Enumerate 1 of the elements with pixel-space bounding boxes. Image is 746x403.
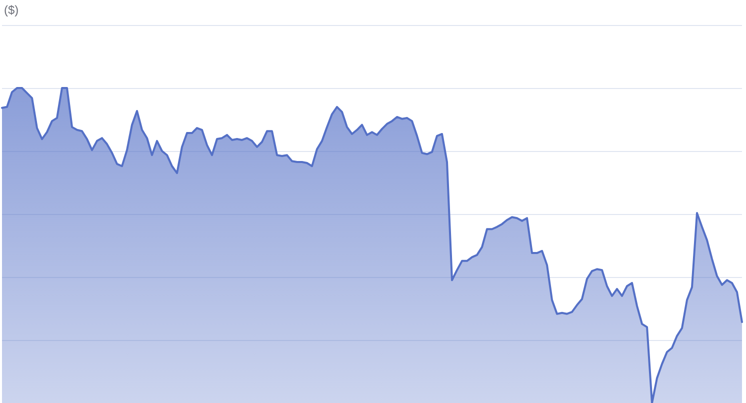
text: ($) (4, 3, 19, 17)
